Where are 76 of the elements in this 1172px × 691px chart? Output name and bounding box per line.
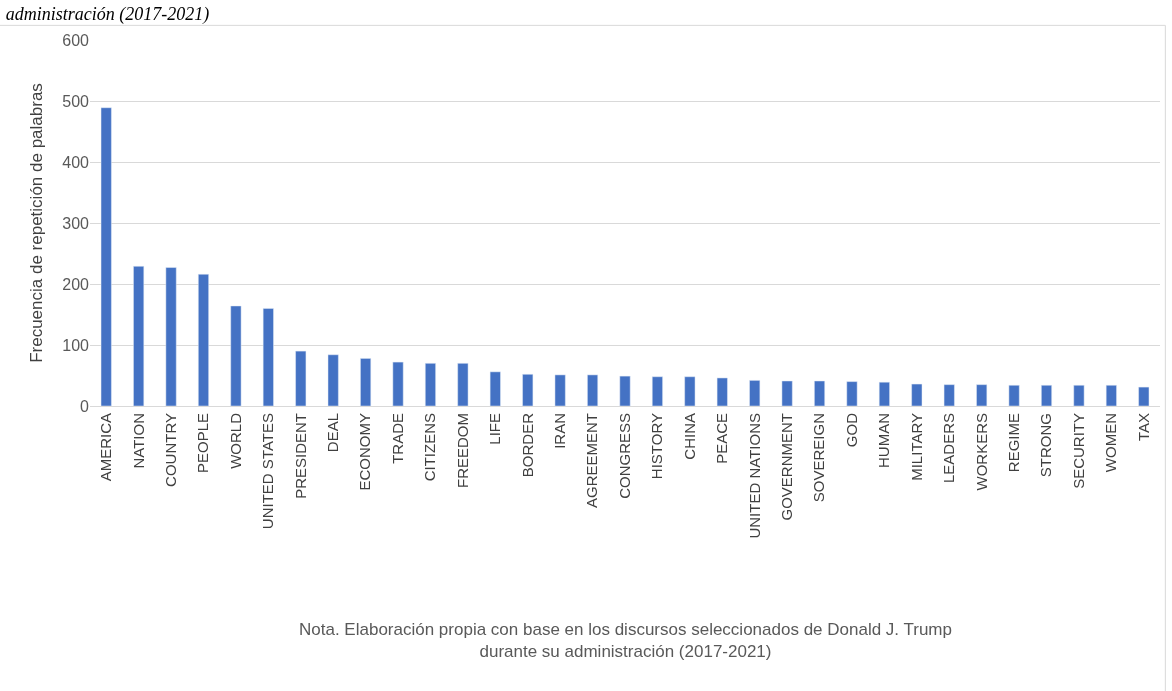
bar: [846, 381, 858, 406]
y-tick-label: 600: [62, 31, 90, 49]
x-tick-label: PEACE: [713, 413, 731, 464]
x-tick-label: TAX: [1134, 413, 1152, 442]
bar: [619, 375, 631, 406]
bar: [1073, 385, 1085, 406]
x-tick-label: HUMAN: [875, 413, 893, 468]
x-tick-label: HISTORY: [648, 413, 666, 480]
bar: [262, 308, 274, 406]
bar: [878, 381, 890, 406]
x-tick-label: COUNTRY: [161, 413, 179, 487]
x-tick-label: FREEDOM: [453, 413, 471, 488]
bar: [1041, 385, 1052, 406]
bar: [943, 384, 955, 406]
x-tick-label: NATION: [129, 413, 147, 469]
bar: [651, 376, 663, 406]
x-tick-label: ECONOMY: [356, 413, 374, 491]
x-tick-label: WORKERS: [972, 413, 990, 491]
bar: [489, 371, 501, 406]
y-tick-label: 0: [80, 397, 90, 415]
bar: [392, 361, 404, 406]
x-tick-label: CHINA: [680, 413, 698, 460]
bar: [587, 374, 599, 406]
x-tick-label: AMERICA: [97, 413, 115, 482]
bar: [230, 305, 242, 406]
bar: [100, 107, 112, 406]
bar: [684, 376, 696, 406]
bar: [295, 350, 307, 406]
x-tick-label: LIFE: [486, 413, 504, 445]
bar: [1105, 385, 1117, 406]
y-tick-label: 500: [62, 92, 90, 110]
bar: [781, 380, 793, 406]
bar: [716, 377, 728, 406]
bar: [1008, 385, 1020, 406]
x-tick-label: IRAN: [551, 413, 569, 449]
text: Nota. Elaboración propia con base en los discursos seleccionados de Donald J. Trump durante su administración (2017-2021): [299, 620, 952, 662]
bar: [133, 266, 145, 406]
bar: [327, 354, 339, 406]
x-tick-label: PEOPLE: [194, 413, 212, 474]
bar: [198, 273, 209, 406]
y-tick-label: 400: [62, 153, 90, 171]
bar: [976, 384, 988, 406]
x-tick-label: WORLD: [226, 412, 244, 469]
x-tick-label: GOD: [842, 412, 860, 448]
y-tick-label: 200: [62, 275, 90, 293]
bar: [360, 358, 372, 406]
x-tick-label: CITIZENS: [421, 413, 439, 482]
x-tick-label: GOVERNMENT: [777, 413, 795, 521]
bar: [1138, 386, 1150, 406]
x-tick-label: REGIME: [1004, 413, 1022, 473]
y-axis-title: Frecuencia de repetición de palabras: [26, 83, 46, 363]
x-tick-label: SOVEREIGN: [810, 413, 828, 503]
bar: [165, 267, 177, 406]
x-tick-label: PRESIDENT: [291, 413, 309, 499]
x-tick-label: WOMEN: [1102, 413, 1120, 473]
x-tick-label: STRONG: [1037, 413, 1055, 478]
x-tick-label: TRADE: [388, 413, 406, 464]
bar: [522, 374, 534, 406]
chart-title: administración (2017-2021): [5, 3, 210, 25]
x-tick-label: MILITARY: [907, 413, 925, 481]
x-tick-label: DEAL: [324, 413, 342, 453]
bar: [749, 380, 761, 406]
x-tick-label: SECURITY: [1069, 413, 1087, 489]
x-tick-label: LEADERS: [940, 413, 958, 484]
y-tick-label: 300: [62, 214, 90, 232]
bar: [814, 380, 825, 406]
bar: [457, 363, 469, 406]
bar: [911, 383, 923, 406]
x-tick-label: CONGRESS: [615, 413, 633, 499]
x-tick-label: UNITED STATES: [259, 413, 277, 530]
bar: [425, 363, 436, 406]
x-tick-label: BORDER: [518, 412, 536, 478]
x-tick-label: UNITED NATIONS: [745, 413, 763, 539]
y-tick-label: 100: [62, 336, 90, 354]
bar: [554, 374, 566, 406]
x-tick-label: AGREEMENT: [583, 413, 601, 509]
